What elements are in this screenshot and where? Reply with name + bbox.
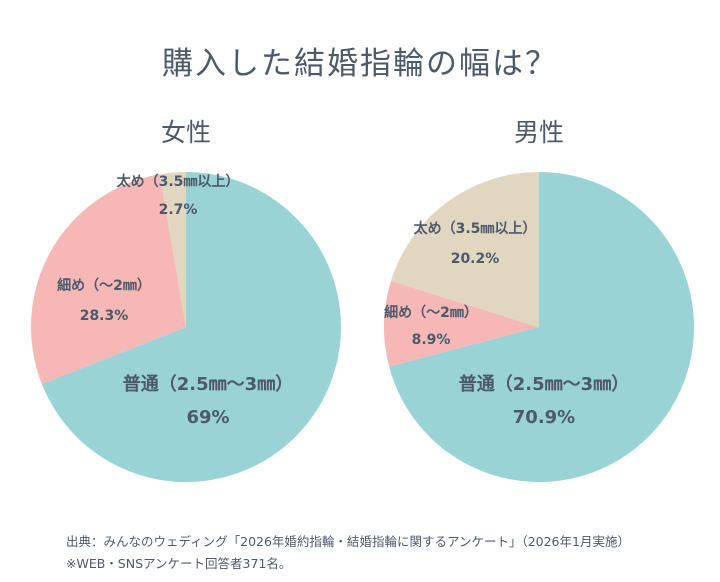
pie-slice-wide xyxy=(159,172,186,327)
slice-value-narrow: 8.9% xyxy=(412,332,451,348)
slice-label-standard: 普通（2.5㎜〜3㎜） xyxy=(123,373,293,395)
page-title: 購入した結婚指輪の幅は？ xyxy=(162,46,558,82)
slice-value-standard: 70.9% xyxy=(513,407,575,428)
slice-value-wide: 20.2% xyxy=(451,251,500,267)
slice-label-narrow: 細め（〜2㎜） xyxy=(57,277,151,294)
chart-title: 女性 xyxy=(161,118,211,147)
pie-slice-wide xyxy=(391,172,539,327)
slice-value-narrow: 28.3% xyxy=(80,308,129,324)
source-note: 出典：みんなのウェディング「2026年婚約指輪・結婚指輪に関するアンケート」（2… xyxy=(66,534,630,549)
slice-label-wide: 太め（3.5㎜以上） xyxy=(117,173,240,190)
slice-label-narrow: 細め（〜2㎜） xyxy=(384,304,478,321)
pie-slice-narrow xyxy=(383,280,539,367)
slice-value-standard: 69% xyxy=(186,407,229,428)
slice-label-wide: 太め（3.5㎜以上） xyxy=(414,220,537,237)
chart-title: 男性 xyxy=(514,118,564,147)
respondent-note: ※WEB・SNSアンケート回答者371名。 xyxy=(66,556,292,571)
slice-label-standard: 普通（2.5㎜〜3㎜） xyxy=(459,373,629,395)
pie-slice-standard xyxy=(41,172,341,482)
pie-slice-narrow xyxy=(30,174,187,385)
slice-value-wide: 2.7% xyxy=(159,202,198,218)
pie-slice-standard xyxy=(389,172,694,482)
